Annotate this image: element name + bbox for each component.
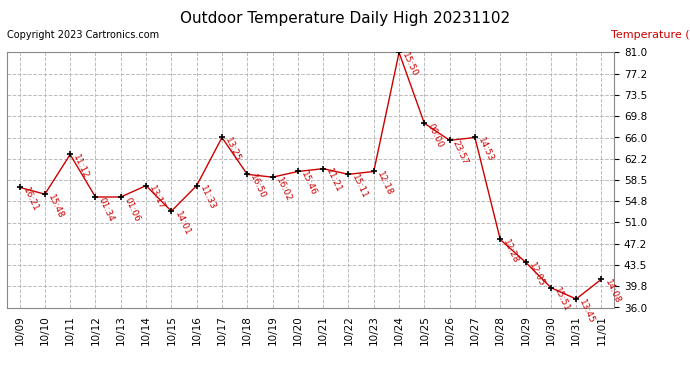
Text: 16:50: 16:50 — [248, 173, 268, 200]
Text: 15:48: 15:48 — [46, 193, 66, 220]
Text: 00:00: 00:00 — [426, 122, 445, 149]
Text: 15:46: 15:46 — [299, 170, 318, 197]
Text: 23:57: 23:57 — [451, 139, 470, 166]
Text: 14:01: 14:01 — [172, 210, 192, 237]
Text: 12:28: 12:28 — [502, 238, 521, 265]
Text: Outdoor Temperature Daily High 20231102: Outdoor Temperature Daily High 20231102 — [180, 11, 510, 26]
Text: 15:11: 15:11 — [350, 173, 369, 200]
Text: 16:21: 16:21 — [21, 186, 40, 213]
Text: 11:33: 11:33 — [198, 184, 217, 211]
Text: Temperature (°F): Temperature (°F) — [611, 30, 690, 40]
Text: 13:45: 13:45 — [578, 298, 597, 325]
Text: 15:51: 15:51 — [552, 286, 571, 314]
Text: 11:12: 11:12 — [72, 153, 90, 180]
Text: 01:06: 01:06 — [122, 196, 141, 223]
Text: 01:34: 01:34 — [97, 196, 116, 223]
Text: 12:18: 12:18 — [375, 170, 394, 197]
Text: 16:02: 16:02 — [274, 176, 293, 203]
Text: 12:05: 12:05 — [527, 261, 546, 288]
Text: 11:21: 11:21 — [324, 167, 344, 194]
Text: 13:17: 13:17 — [148, 184, 166, 211]
Text: Copyright 2023 Cartronics.com: Copyright 2023 Cartronics.com — [7, 30, 159, 40]
Text: 15:50: 15:50 — [400, 51, 420, 78]
Text: 14:53: 14:53 — [476, 136, 495, 163]
Text: 14:08: 14:08 — [603, 278, 622, 305]
Text: 13:25: 13:25 — [224, 136, 242, 163]
